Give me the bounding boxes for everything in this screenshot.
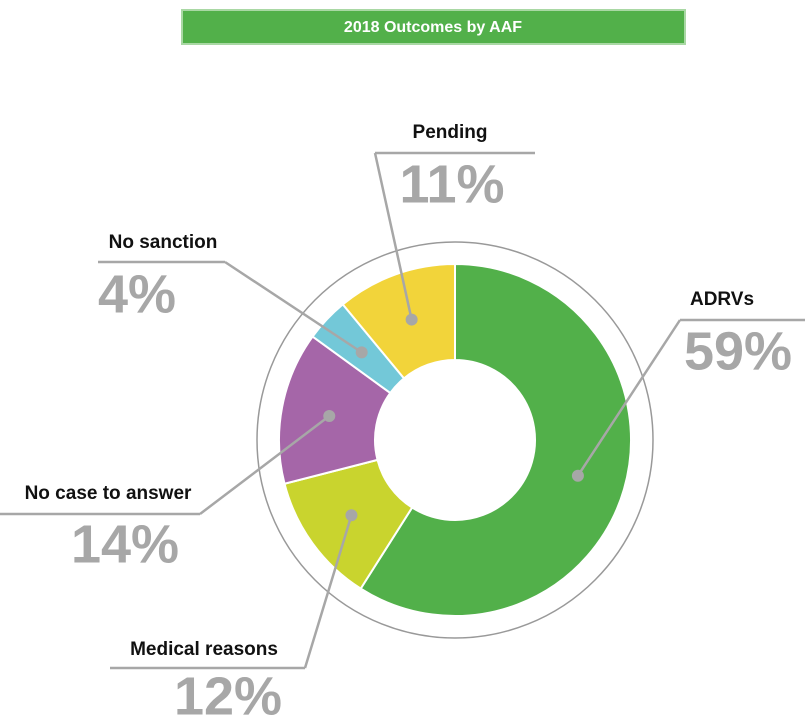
leader-dot	[405, 313, 418, 326]
leader-line	[0, 415, 331, 516]
value-label: 59%	[684, 321, 792, 381]
category-label: ADRVs	[690, 289, 754, 310]
leader-line	[98, 260, 363, 354]
leader-dot	[345, 509, 358, 522]
outer-ring	[256, 241, 654, 639]
value-label: 14%	[71, 514, 179, 574]
leader-line	[110, 514, 353, 670]
value-label: 12%	[174, 666, 282, 723]
leader-line	[373, 151, 535, 320]
value-label: 11%	[399, 154, 504, 214]
leader-dot	[323, 410, 336, 423]
category-label: Pending	[413, 122, 488, 143]
slice	[341, 262, 456, 380]
leader-line	[576, 318, 805, 477]
category-label: No case to answer	[25, 483, 192, 504]
slice	[359, 262, 632, 617]
chart-title: 2018 Outcomes by AAF	[344, 19, 522, 36]
leader-dot	[571, 469, 584, 482]
title-bar	[181, 9, 686, 45]
category-label: Medical reasons	[130, 639, 278, 660]
category-label: No sanction	[109, 232, 218, 253]
leader-dot	[355, 346, 368, 359]
value-label: 4%	[98, 264, 176, 324]
